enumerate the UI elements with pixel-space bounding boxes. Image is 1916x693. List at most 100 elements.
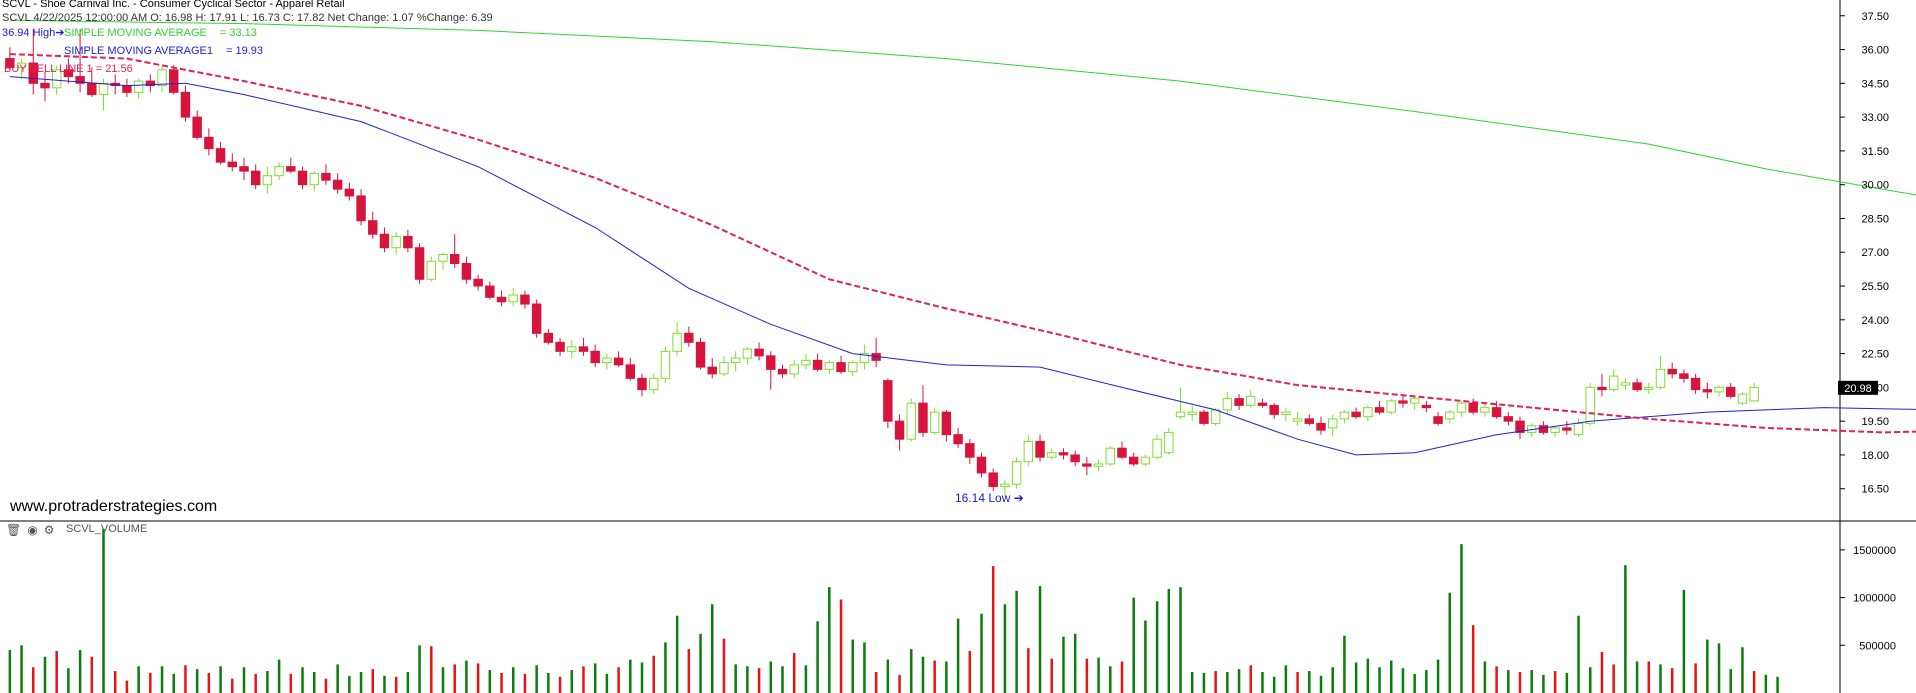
arrow-right-icon: ➔ bbox=[55, 27, 65, 39]
price-tick-label: 33.00 bbox=[1861, 112, 1889, 124]
candle-body bbox=[1246, 395, 1256, 406]
candle-body bbox=[1105, 447, 1115, 465]
candle-body bbox=[1573, 422, 1584, 436]
candle-body bbox=[391, 235, 401, 249]
price-tick-label: 24.00 bbox=[1861, 315, 1889, 327]
candle-body bbox=[1035, 440, 1045, 458]
price-tick-label: 22.50 bbox=[1861, 349, 1889, 361]
candle-body bbox=[204, 136, 214, 150]
volume-panel-tools: 🗑 ◉ ⚙ bbox=[6, 523, 54, 537]
candle-body bbox=[426, 260, 437, 280]
candle-body bbox=[98, 82, 109, 96]
eye-icon[interactable]: ◉ bbox=[27, 523, 38, 537]
candle-body bbox=[1538, 425, 1549, 433]
candle-body bbox=[602, 357, 612, 364]
candle-body bbox=[836, 362, 846, 373]
candle-body bbox=[1667, 368, 1677, 375]
candle-body bbox=[555, 341, 565, 352]
candle-body bbox=[1187, 411, 1197, 415]
last-price-tag bbox=[1838, 380, 1878, 395]
candle-body bbox=[1128, 456, 1139, 465]
candle-body bbox=[1070, 454, 1080, 463]
candle-body bbox=[567, 346, 577, 352]
candle-body bbox=[28, 62, 38, 84]
candle-body bbox=[520, 294, 530, 305]
price-tick-label: 19.50 bbox=[1861, 416, 1889, 428]
candle-body bbox=[543, 332, 554, 343]
candle-body bbox=[87, 82, 97, 96]
candle-body bbox=[1339, 411, 1350, 420]
candle-body bbox=[941, 411, 952, 436]
price-tick-label: 28.50 bbox=[1861, 213, 1889, 225]
candle-body bbox=[1152, 438, 1162, 458]
price-tick-label: 16.50 bbox=[1861, 484, 1889, 496]
price-axis: 16.5018.0019.5021.0022.5024.0025.5027.00… bbox=[1838, 11, 1889, 496]
candle-body bbox=[379, 233, 390, 249]
candle-body bbox=[1023, 440, 1034, 463]
trash-icon[interactable]: 🗑 bbox=[6, 523, 22, 537]
candle-body bbox=[1632, 382, 1642, 391]
candle-body bbox=[695, 341, 706, 368]
legend-sma-blue-name: SIMPLE MOVING AVERAGE1 bbox=[64, 45, 213, 57]
candle-body bbox=[449, 253, 460, 265]
volume-tick-label: 500000 bbox=[1859, 640, 1896, 652]
candle-body bbox=[929, 411, 940, 433]
price-tick-label: 27.00 bbox=[1861, 247, 1889, 259]
buy-sell-line bbox=[9, 53, 1916, 434]
candle-body bbox=[1433, 416, 1443, 424]
candle-body bbox=[590, 350, 600, 364]
candle-body bbox=[438, 253, 448, 262]
candle-body bbox=[649, 377, 659, 391]
candle-body bbox=[75, 76, 85, 84]
candle-body bbox=[1491, 407, 1502, 418]
candle-body bbox=[1386, 400, 1396, 413]
candle-body bbox=[473, 278, 483, 287]
candle-body bbox=[1327, 418, 1338, 429]
candle-body bbox=[660, 350, 671, 379]
candle-body bbox=[192, 116, 202, 138]
candle-body bbox=[965, 443, 975, 458]
candle-body bbox=[239, 166, 249, 172]
candle-body bbox=[1398, 400, 1408, 404]
candle-body bbox=[461, 263, 472, 280]
candles-layer bbox=[5, 29, 1759, 497]
candle-body bbox=[1047, 452, 1057, 458]
candle-body bbox=[1304, 418, 1315, 424]
low-annotation: 16.14 Low ➔ bbox=[955, 491, 1024, 505]
price-tick-label: 30.00 bbox=[1861, 180, 1889, 192]
candle-body bbox=[625, 364, 636, 379]
candle-body bbox=[1550, 427, 1560, 433]
candle-body bbox=[1011, 461, 1022, 485]
candle-body bbox=[309, 172, 319, 186]
candle-body bbox=[63, 69, 74, 78]
candle-body bbox=[730, 357, 741, 364]
price-tick-label: 34.50 bbox=[1861, 78, 1889, 90]
low-label: 16.14 Low bbox=[955, 491, 1011, 505]
candle-body bbox=[133, 80, 144, 93]
candle-body bbox=[321, 172, 331, 181]
candle-body bbox=[1093, 463, 1104, 467]
candle-body bbox=[1737, 393, 1748, 404]
candle-body bbox=[40, 82, 50, 89]
volume-tick-label: 1500000 bbox=[1853, 545, 1896, 557]
candle-body bbox=[1714, 386, 1724, 393]
candle-body bbox=[286, 166, 296, 172]
candle-body bbox=[1082, 463, 1092, 467]
candle-body bbox=[1234, 398, 1244, 406]
high-label: 36.94 High bbox=[2, 27, 56, 39]
candle-body bbox=[812, 359, 823, 370]
candle-body bbox=[250, 170, 261, 186]
candle-body bbox=[684, 332, 694, 343]
candle-body bbox=[918, 402, 928, 433]
candle-body bbox=[1597, 386, 1607, 391]
candle-body bbox=[824, 362, 835, 370]
candle-body bbox=[356, 195, 366, 222]
gear-icon[interactable]: ⚙ bbox=[43, 523, 55, 537]
candle-body bbox=[157, 69, 167, 87]
price-tick-label: 31.50 bbox=[1861, 146, 1889, 158]
candle-body bbox=[801, 359, 811, 366]
candle-body bbox=[1281, 411, 1291, 415]
candle-body bbox=[274, 166, 284, 177]
